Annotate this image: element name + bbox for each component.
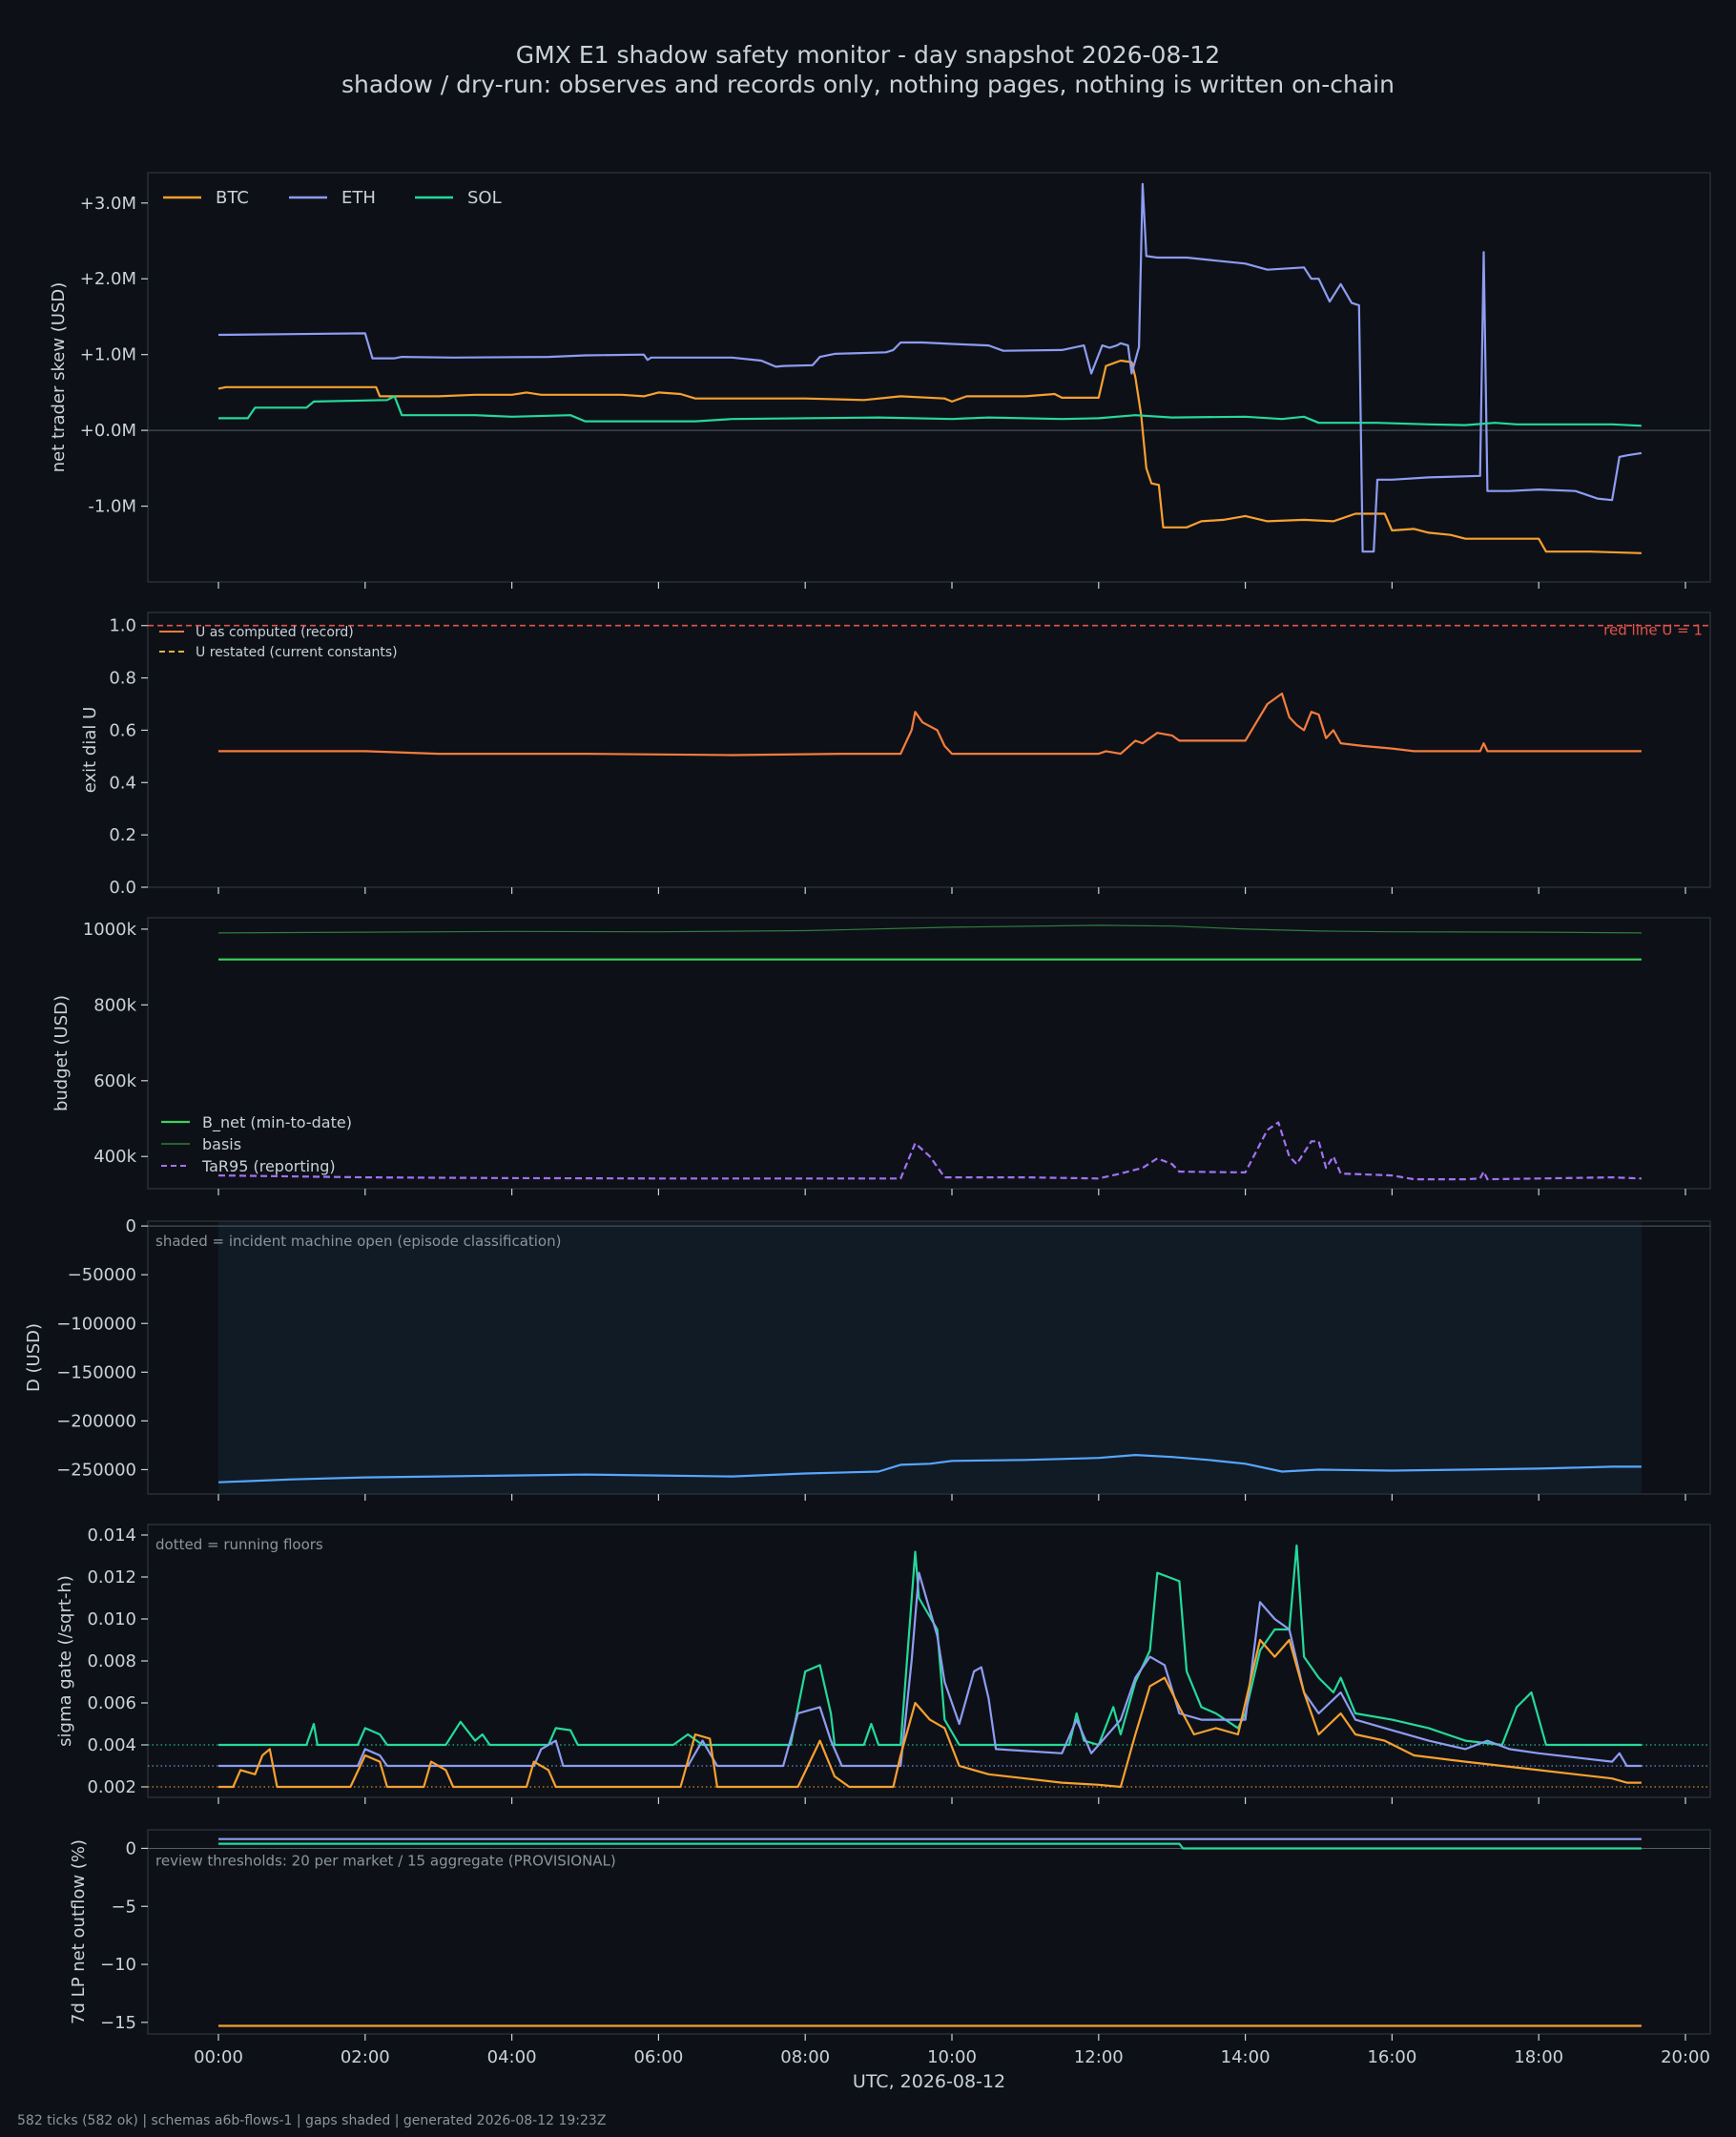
y-tick-label: 0.6	[109, 720, 136, 740]
figure-subtitle: shadow / dry-run: observes and records o…	[341, 71, 1395, 98]
footer-status: 582 ticks (582 ok) | schemas a6b-flows-1…	[17, 2113, 606, 2128]
figure-title: GMX E1 shadow safety monitor - day snaps…	[516, 41, 1220, 69]
series-line-sol	[218, 1842, 1642, 1850]
series-line-u-as-computed-record-	[218, 692, 1642, 757]
y-tick-label: 0.2	[109, 825, 136, 845]
x-axis-label: UTC, 2026-08-12	[853, 2071, 1005, 2092]
series-line-sol	[218, 1544, 1642, 1747]
x-tick-label: 00:00	[194, 2047, 243, 2067]
y-tick-label: −250000	[56, 1460, 136, 1480]
x-tick-label: 16:00	[1367, 2047, 1416, 2067]
red-line-label: red line U = 1	[1603, 622, 1703, 639]
legend-label: B_net (min-to-date)	[202, 1113, 352, 1132]
legend-label: basis	[202, 1135, 241, 1153]
legend-label: TaR95 (reporting)	[201, 1157, 336, 1175]
y-axis-label: budget (USD)	[52, 995, 72, 1111]
y-tick-label: −15	[100, 2013, 136, 2033]
y-axis-label: exit dial U	[80, 707, 100, 794]
panel-exit_dial: 0.0 0.2 0.4 0.6 0.8 1.0 exit dial U red line U …	[80, 612, 1711, 898]
panels: -1.0M +0.0M +1.0M +2.0M +3.0M net trader skew…	[24, 172, 1711, 2092]
y-tick-label: −100000	[56, 1314, 136, 1334]
y-tick-label: 400k	[93, 1147, 136, 1167]
panel-frame	[147, 1829, 1711, 2035]
panel-frame	[147, 612, 1711, 888]
x-tick-label: 08:00	[780, 2047, 830, 2067]
y-tick-label: +0.0M	[80, 421, 136, 441]
series-group	[217, 924, 1642, 1181]
series-line-eth	[217, 182, 1643, 553]
legend-label: SOL	[467, 188, 502, 208]
y-tick-label: +2.0M	[80, 269, 136, 289]
x-tick-label: 18:00	[1514, 2047, 1563, 2067]
x-tick-label: 10:00	[927, 2047, 977, 2067]
shaded-region-note: shaded = incident machine open (episode …	[155, 1233, 561, 1250]
series-line-btc	[217, 359, 1642, 554]
y-tick-label: −150000	[56, 1362, 136, 1382]
x-tick-label: 12:00	[1074, 2047, 1124, 2067]
x-tick-label: 20:00	[1661, 2047, 1710, 2067]
y-tick-label: 0.002	[87, 1777, 136, 1797]
y-axis-label: sigma gate (/sqrt-h)	[55, 1575, 75, 1747]
y-tick-label: 0.010	[87, 1609, 136, 1629]
legend-label: U as computed (record)	[196, 625, 354, 640]
series-line-sol	[218, 395, 1642, 427]
y-axis-label: 7d LP net outflow (%)	[69, 1839, 89, 2024]
series-group	[217, 182, 1643, 554]
series-line-eth	[218, 1571, 1642, 1768]
y-axis-label: D (USD)	[24, 1323, 44, 1392]
y-tick-label: 1000k	[83, 920, 137, 940]
panel-frame	[147, 917, 1711, 1190]
panel-note: review thresholds: 20 per market / 15 ag…	[155, 1852, 616, 1869]
y-tick-label: 0.012	[87, 1567, 136, 1587]
legend-label: BTC	[216, 188, 249, 208]
series-line-basis	[217, 924, 1642, 934]
y-tick-label: 0	[126, 1216, 136, 1236]
y-tick-label: 0.8	[109, 669, 136, 689]
series-group	[218, 1837, 1642, 2027]
panel-frame	[147, 172, 1711, 583]
y-tick-label: 1.0	[109, 616, 136, 636]
series-group	[218, 692, 1642, 757]
shaded-incident-region	[218, 1222, 1642, 1493]
y-tick-label: -1.0M	[88, 497, 136, 517]
series-group	[217, 1454, 1642, 1483]
y-tick-label: 800k	[93, 995, 136, 1015]
series-group	[218, 1544, 1642, 1789]
x-tick-label: 14:00	[1221, 2047, 1271, 2067]
panel-lp_outflow: −15 −10 −5 0 7d LP net outflow (%) review thr…	[69, 1829, 1711, 2092]
panel-frame	[147, 1524, 1711, 1798]
panel-budget: 400k 600k 800k 1000k budget (USD) B_net (min-…	[52, 917, 1711, 1195]
panel-drawdown: shaded = incident machine open (episode …	[24, 1216, 1711, 1501]
y-tick-label: +3.0M	[80, 194, 136, 214]
x-tick-label: 04:00	[487, 2047, 537, 2067]
series-line-tar95-reporting-	[217, 1121, 1642, 1181]
y-tick-label: 0.004	[87, 1735, 136, 1755]
y-tick-label: 0.008	[87, 1651, 136, 1671]
panel-sigma: 0.002 0.004 0.006 0.008 0.010 0.012 0.014 sigma…	[55, 1524, 1711, 1804]
legend-label: ETH	[341, 188, 376, 208]
y-tick-label: −5	[111, 1897, 136, 1917]
x-tick-label: 02:00	[341, 2047, 390, 2067]
series-line-d	[217, 1454, 1642, 1483]
y-axis-label: net trader skew (USD)	[49, 282, 69, 473]
y-tick-label: 0.014	[87, 1525, 136, 1546]
y-tick-label: −200000	[56, 1411, 136, 1431]
y-tick-label: −10	[100, 1955, 136, 1975]
series-line-btc	[218, 1638, 1642, 1789]
x-tick-label: 06:00	[633, 2047, 683, 2067]
y-tick-label: 0.006	[87, 1693, 136, 1713]
y-tick-label: 0.0	[109, 878, 136, 898]
panel-note: dotted = running floors	[155, 1536, 323, 1553]
y-tick-label: +1.0M	[80, 345, 136, 365]
y-tick-label: −50000	[68, 1265, 136, 1285]
y-tick-label: 600k	[93, 1071, 136, 1091]
legend-label: U restated (current constants)	[196, 645, 398, 660]
y-tick-label: 0.4	[109, 773, 136, 793]
panel-skew: -1.0M +0.0M +1.0M +2.0M +3.0M net trader skew…	[49, 172, 1711, 589]
y-tick-label: 0	[126, 1838, 136, 1858]
